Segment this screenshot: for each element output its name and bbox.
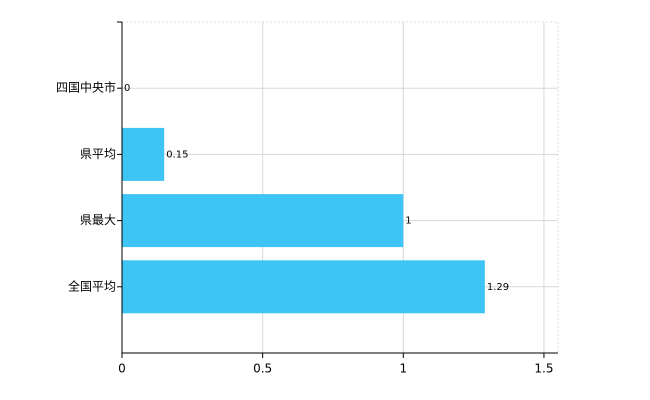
y-tick-label: 県平均 xyxy=(80,147,116,161)
value-label: 0.15 xyxy=(166,149,188,160)
x-tick-label: 0 xyxy=(118,362,126,376)
bar xyxy=(122,127,165,181)
y-tick-label: 四国中央市 xyxy=(56,80,116,95)
value-label: 0 xyxy=(124,83,130,94)
bar xyxy=(122,260,485,314)
y-tick-label: 全国平均 xyxy=(68,278,116,293)
y-tick-label: 県最大 xyxy=(80,213,116,227)
x-tick-label: 0.5 xyxy=(253,362,272,376)
value-label: 1 xyxy=(405,216,411,227)
x-tick-label: 1.5 xyxy=(534,362,553,376)
x-tick-label: 1 xyxy=(399,362,407,376)
bar xyxy=(122,194,404,248)
value-label: 1.29 xyxy=(487,282,509,293)
